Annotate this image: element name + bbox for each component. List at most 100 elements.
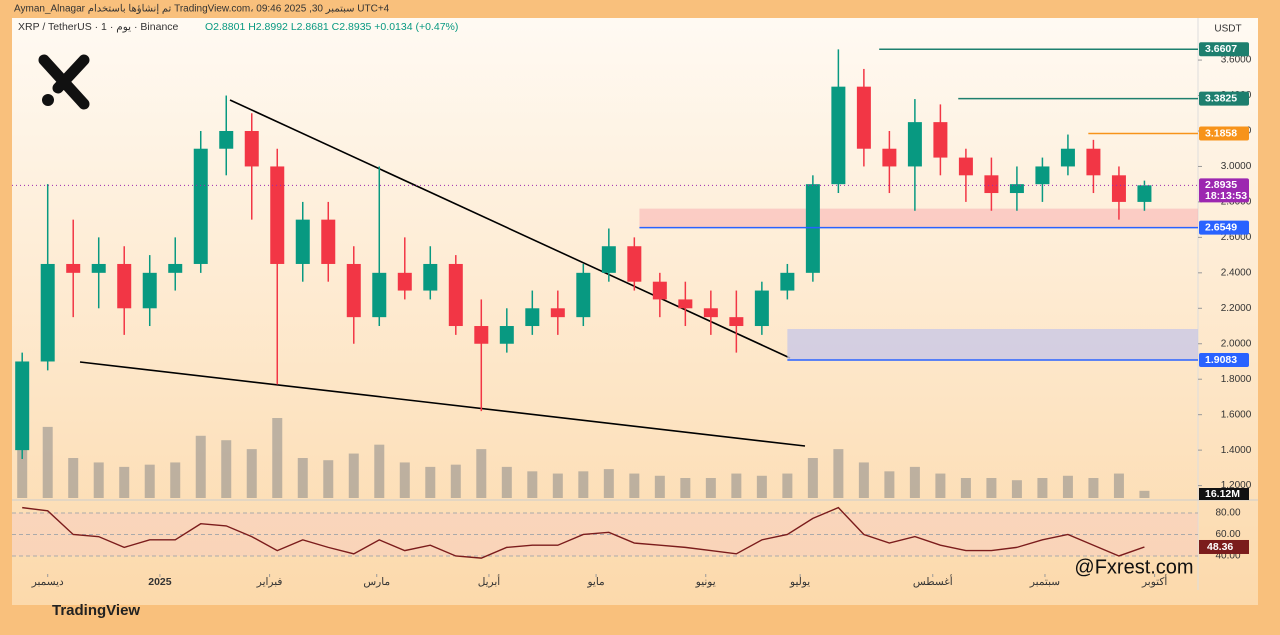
- level-label-bg: [1199, 220, 1249, 235]
- ohlc: O2.8801 H2.8992 L2.8681 C2.8935 +0.0134 …: [205, 21, 458, 33]
- candle-body: [91, 263, 106, 273]
- volume-bar: [578, 471, 589, 498]
- volume-bar: [297, 458, 308, 498]
- y-tick-label: 1.2000: [1221, 480, 1252, 491]
- level-label-bg: [1199, 42, 1249, 57]
- candle-body: [270, 166, 285, 264]
- y-tick-label: 2.4000: [1221, 267, 1252, 278]
- y-tick-label: 2.2000: [1221, 303, 1252, 314]
- volume-label-bg: [1199, 488, 1249, 500]
- countdown: 18:13:53: [1205, 190, 1247, 202]
- candle-body: [1060, 148, 1075, 167]
- candle-body: [1086, 148, 1101, 176]
- x-tick-label: يونيو: [695, 576, 716, 588]
- candle-body: [703, 308, 718, 318]
- x-tick-label: ديسمبر: [31, 576, 64, 588]
- volume-bar: [42, 426, 53, 498]
- supply-zone: [639, 208, 1198, 228]
- volume-bar: [935, 473, 946, 498]
- level-label: 3.6607: [1205, 43, 1237, 55]
- candle-body: [219, 130, 234, 149]
- level-label: 3.1858: [1205, 127, 1237, 139]
- candle-body: [550, 308, 565, 318]
- candle-body: [882, 148, 897, 167]
- candle-body: [40, 263, 55, 362]
- volume-bar: [476, 449, 487, 498]
- currency: USDT: [1214, 24, 1241, 35]
- candle-body: [397, 272, 412, 291]
- candle-body: [1035, 166, 1050, 185]
- volume-bar: [986, 478, 997, 498]
- volume-bar: [399, 462, 410, 498]
- y-tick-label: 1.6000: [1221, 409, 1252, 420]
- volume-bar: [501, 466, 512, 498]
- volume-bar: [195, 435, 206, 498]
- y-tick-label: 2.0000: [1221, 338, 1252, 349]
- logo: [38, 54, 90, 110]
- volume-bar: [527, 471, 538, 498]
- volume-bar: [246, 449, 257, 498]
- volume-bar: [1037, 478, 1048, 498]
- y-tick-label: 2.6000: [1221, 232, 1252, 243]
- volume-bar: [1139, 490, 1150, 498]
- volume-bar: [960, 478, 971, 498]
- candle-body: [244, 130, 259, 167]
- candle-body: [856, 86, 871, 149]
- candle-body: [984, 175, 999, 194]
- volume-bar: [705, 478, 716, 498]
- candle-body: [168, 263, 183, 273]
- volume-bar: [144, 464, 155, 498]
- volume-bar: [909, 466, 920, 498]
- level-label-bg: [1199, 353, 1249, 368]
- level-label-bg: [1199, 91, 1249, 106]
- candle-body: [321, 219, 336, 264]
- x-tick-label: مايو: [586, 576, 605, 588]
- author-line: Ayman_Alnagar تم إنشاؤها باستخدام Tradin…: [14, 4, 390, 15]
- volume-bar: [68, 458, 79, 498]
- x-tick-label: مارس: [363, 576, 390, 588]
- candle-body: [958, 157, 973, 176]
- rsi-tick-label: 60.00: [1215, 529, 1240, 540]
- x-tick-label: سبتمبر: [1029, 576, 1060, 588]
- volume-bar: [1011, 480, 1022, 498]
- last-price-label: 2.8935: [1205, 179, 1237, 191]
- candle-body: [780, 272, 795, 291]
- last-price-label-bg: [1199, 178, 1249, 203]
- volume-bar: [603, 469, 614, 498]
- volume-bar: [680, 478, 691, 498]
- volume-bar: [348, 453, 359, 498]
- volume-bar: [884, 471, 895, 498]
- candle-body: [474, 326, 489, 344]
- volume-bar: [272, 418, 283, 498]
- y-tick-label: 3.0000: [1221, 161, 1252, 172]
- volume-bar: [782, 473, 793, 498]
- level-label-bg: [1199, 126, 1249, 141]
- demand-zone: [787, 329, 1198, 361]
- x-tick-label: أكتوبر: [1141, 574, 1167, 588]
- level-label: 2.6549: [1205, 221, 1237, 233]
- candle-body: [295, 219, 310, 264]
- volume-bar: [323, 460, 334, 498]
- y-tick-label: 3.6000: [1221, 55, 1252, 66]
- volume-bar: [552, 473, 563, 498]
- symbol: XRP / TetherUS · 1 · يوم · Binance: [18, 21, 179, 33]
- trendlines: [79, 99, 806, 447]
- volume-bar: [1062, 475, 1073, 498]
- volume-bar: [1088, 478, 1099, 498]
- volume-bar: [807, 458, 818, 498]
- candle-body: [831, 86, 846, 185]
- rsi-tick-label: 80.00: [1215, 508, 1240, 519]
- x-tick-label: 2025: [148, 576, 172, 588]
- candle-body: [142, 272, 157, 309]
- candle-body: [499, 326, 514, 344]
- candle-body: [525, 308, 540, 327]
- candle-body: [907, 122, 922, 167]
- x-tick-label: يوليو: [789, 576, 810, 588]
- candle-body: [678, 299, 693, 309]
- candle-body: [193, 148, 208, 264]
- volume-bar: [17, 444, 28, 498]
- volume-bar: [756, 475, 767, 498]
- candle-body: [754, 290, 769, 327]
- volume-bar: [170, 462, 181, 498]
- candle-body: [933, 122, 948, 158]
